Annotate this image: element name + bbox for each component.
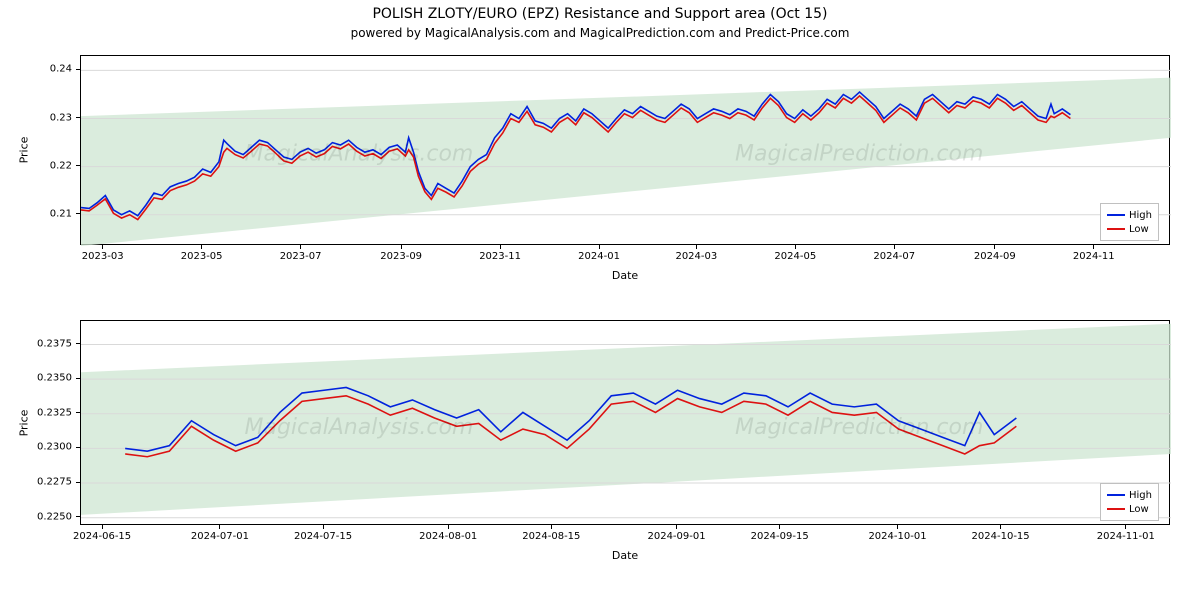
bottom-chart-x-label: Date: [612, 549, 638, 562]
legend-label: Low: [1129, 224, 1149, 235]
bottom-chart-x-tick-label: 2024-06-15: [73, 531, 131, 542]
bottom-chart-watermark: MagicalPrediction.com: [735, 415, 983, 440]
bottom-chart-y-tick-label: 0.2350: [34, 373, 72, 384]
top-chart-x-tick-label: 2024-11: [1073, 251, 1115, 262]
top-chart-x-label: Date: [612, 269, 638, 282]
bottom-chart-y-tick-label: 0.2275: [34, 477, 72, 488]
top-chart-y-tick-label: 0.21: [34, 208, 72, 219]
top-chart-watermark: MagicalPrediction.com: [735, 142, 983, 167]
bottom-chart-x-tick-label: 2024-10-15: [972, 531, 1030, 542]
bottom-chart-legend: High Low: [1100, 483, 1159, 521]
chart-subtitle: powered by MagicalAnalysis.com and Magic…: [0, 26, 1200, 40]
top-chart-x-tick-label: 2024-03: [675, 251, 717, 262]
top-chart-x-tick-label: 2024-09: [974, 251, 1016, 262]
bottom-chart-y-tick-label: 0.2375: [34, 338, 72, 349]
top-chart-legend: High Low: [1100, 203, 1159, 241]
bottom-chart-watermark: MagicalAnalysis.com: [245, 415, 474, 440]
bottom-chart-x-tick-label: 2024-08-15: [522, 531, 580, 542]
legend-line-swatch: [1107, 494, 1125, 496]
bottom-chart-x-tick-label: 2024-09-01: [647, 531, 705, 542]
legend-label: Low: [1129, 504, 1149, 515]
bottom-chart-legend-item: High: [1107, 488, 1152, 502]
top-chart-legend-item: Low: [1107, 222, 1152, 236]
top-chart-x-tick-label: 2023-09: [380, 251, 422, 262]
top-chart-svg: MagicalAnalysis.com MagicalPrediction.com: [81, 56, 1171, 246]
bottom-chart-plot-area: MagicalAnalysis.com MagicalPrediction.com: [80, 320, 1170, 525]
chart-main-title: POLISH ZLOTY/EURO (EPZ) Resistance and S…: [0, 6, 1200, 22]
legend-label: High: [1129, 210, 1152, 221]
top-chart-x-tick-label: 2024-05: [774, 251, 816, 262]
top-chart-watermark: MagicalAnalysis.com: [245, 142, 474, 167]
legend-label: High: [1129, 490, 1152, 501]
legend-line-swatch: [1107, 508, 1125, 510]
legend-line-swatch: [1107, 228, 1125, 230]
bottom-chart-y-tick-label: 0.2300: [34, 442, 72, 453]
bottom-chart-x-tick-label: 2024-08-01: [419, 531, 477, 542]
bottom-chart-y-tick-label: 0.2325: [34, 407, 72, 418]
top-chart-y-tick-label: 0.22: [34, 160, 72, 171]
bottom-chart-x-tick-label: 2024-07-01: [191, 531, 249, 542]
bottom-chart-x-tick-label: 2024-07-15: [294, 531, 352, 542]
bottom-chart-y-label: Price: [18, 409, 31, 436]
top-chart-y-tick-label: 0.23: [34, 112, 72, 123]
top-chart-x-tick-label: 2023-11: [479, 251, 521, 262]
top-chart-x-tick-label: 2024-07: [873, 251, 915, 262]
top-chart-x-tick-label: 2023-07: [280, 251, 322, 262]
top-chart-plot-area: MagicalAnalysis.com MagicalPrediction.com: [80, 55, 1170, 245]
bottom-chart-x-tick-label: 2024-09-15: [751, 531, 809, 542]
bottom-chart-legend-item: Low: [1107, 502, 1152, 516]
legend-line-swatch: [1107, 214, 1125, 216]
top-chart-x-tick-label: 2023-03: [82, 251, 124, 262]
bottom-chart-svg: MagicalAnalysis.com MagicalPrediction.com: [81, 321, 1171, 526]
bottom-chart-x-tick-label: 2024-10-01: [868, 531, 926, 542]
top-chart-y-tick-label: 0.24: [34, 64, 72, 75]
top-chart-legend-item: High: [1107, 208, 1152, 222]
top-chart-y-label: Price: [18, 137, 31, 164]
bottom-chart-x-tick-label: 2024-11-01: [1097, 531, 1155, 542]
bottom-chart-y-tick-label: 0.2250: [34, 511, 72, 522]
top-chart-x-tick-label: 2024-01: [578, 251, 620, 262]
top-chart-x-tick-label: 2023-05: [181, 251, 223, 262]
